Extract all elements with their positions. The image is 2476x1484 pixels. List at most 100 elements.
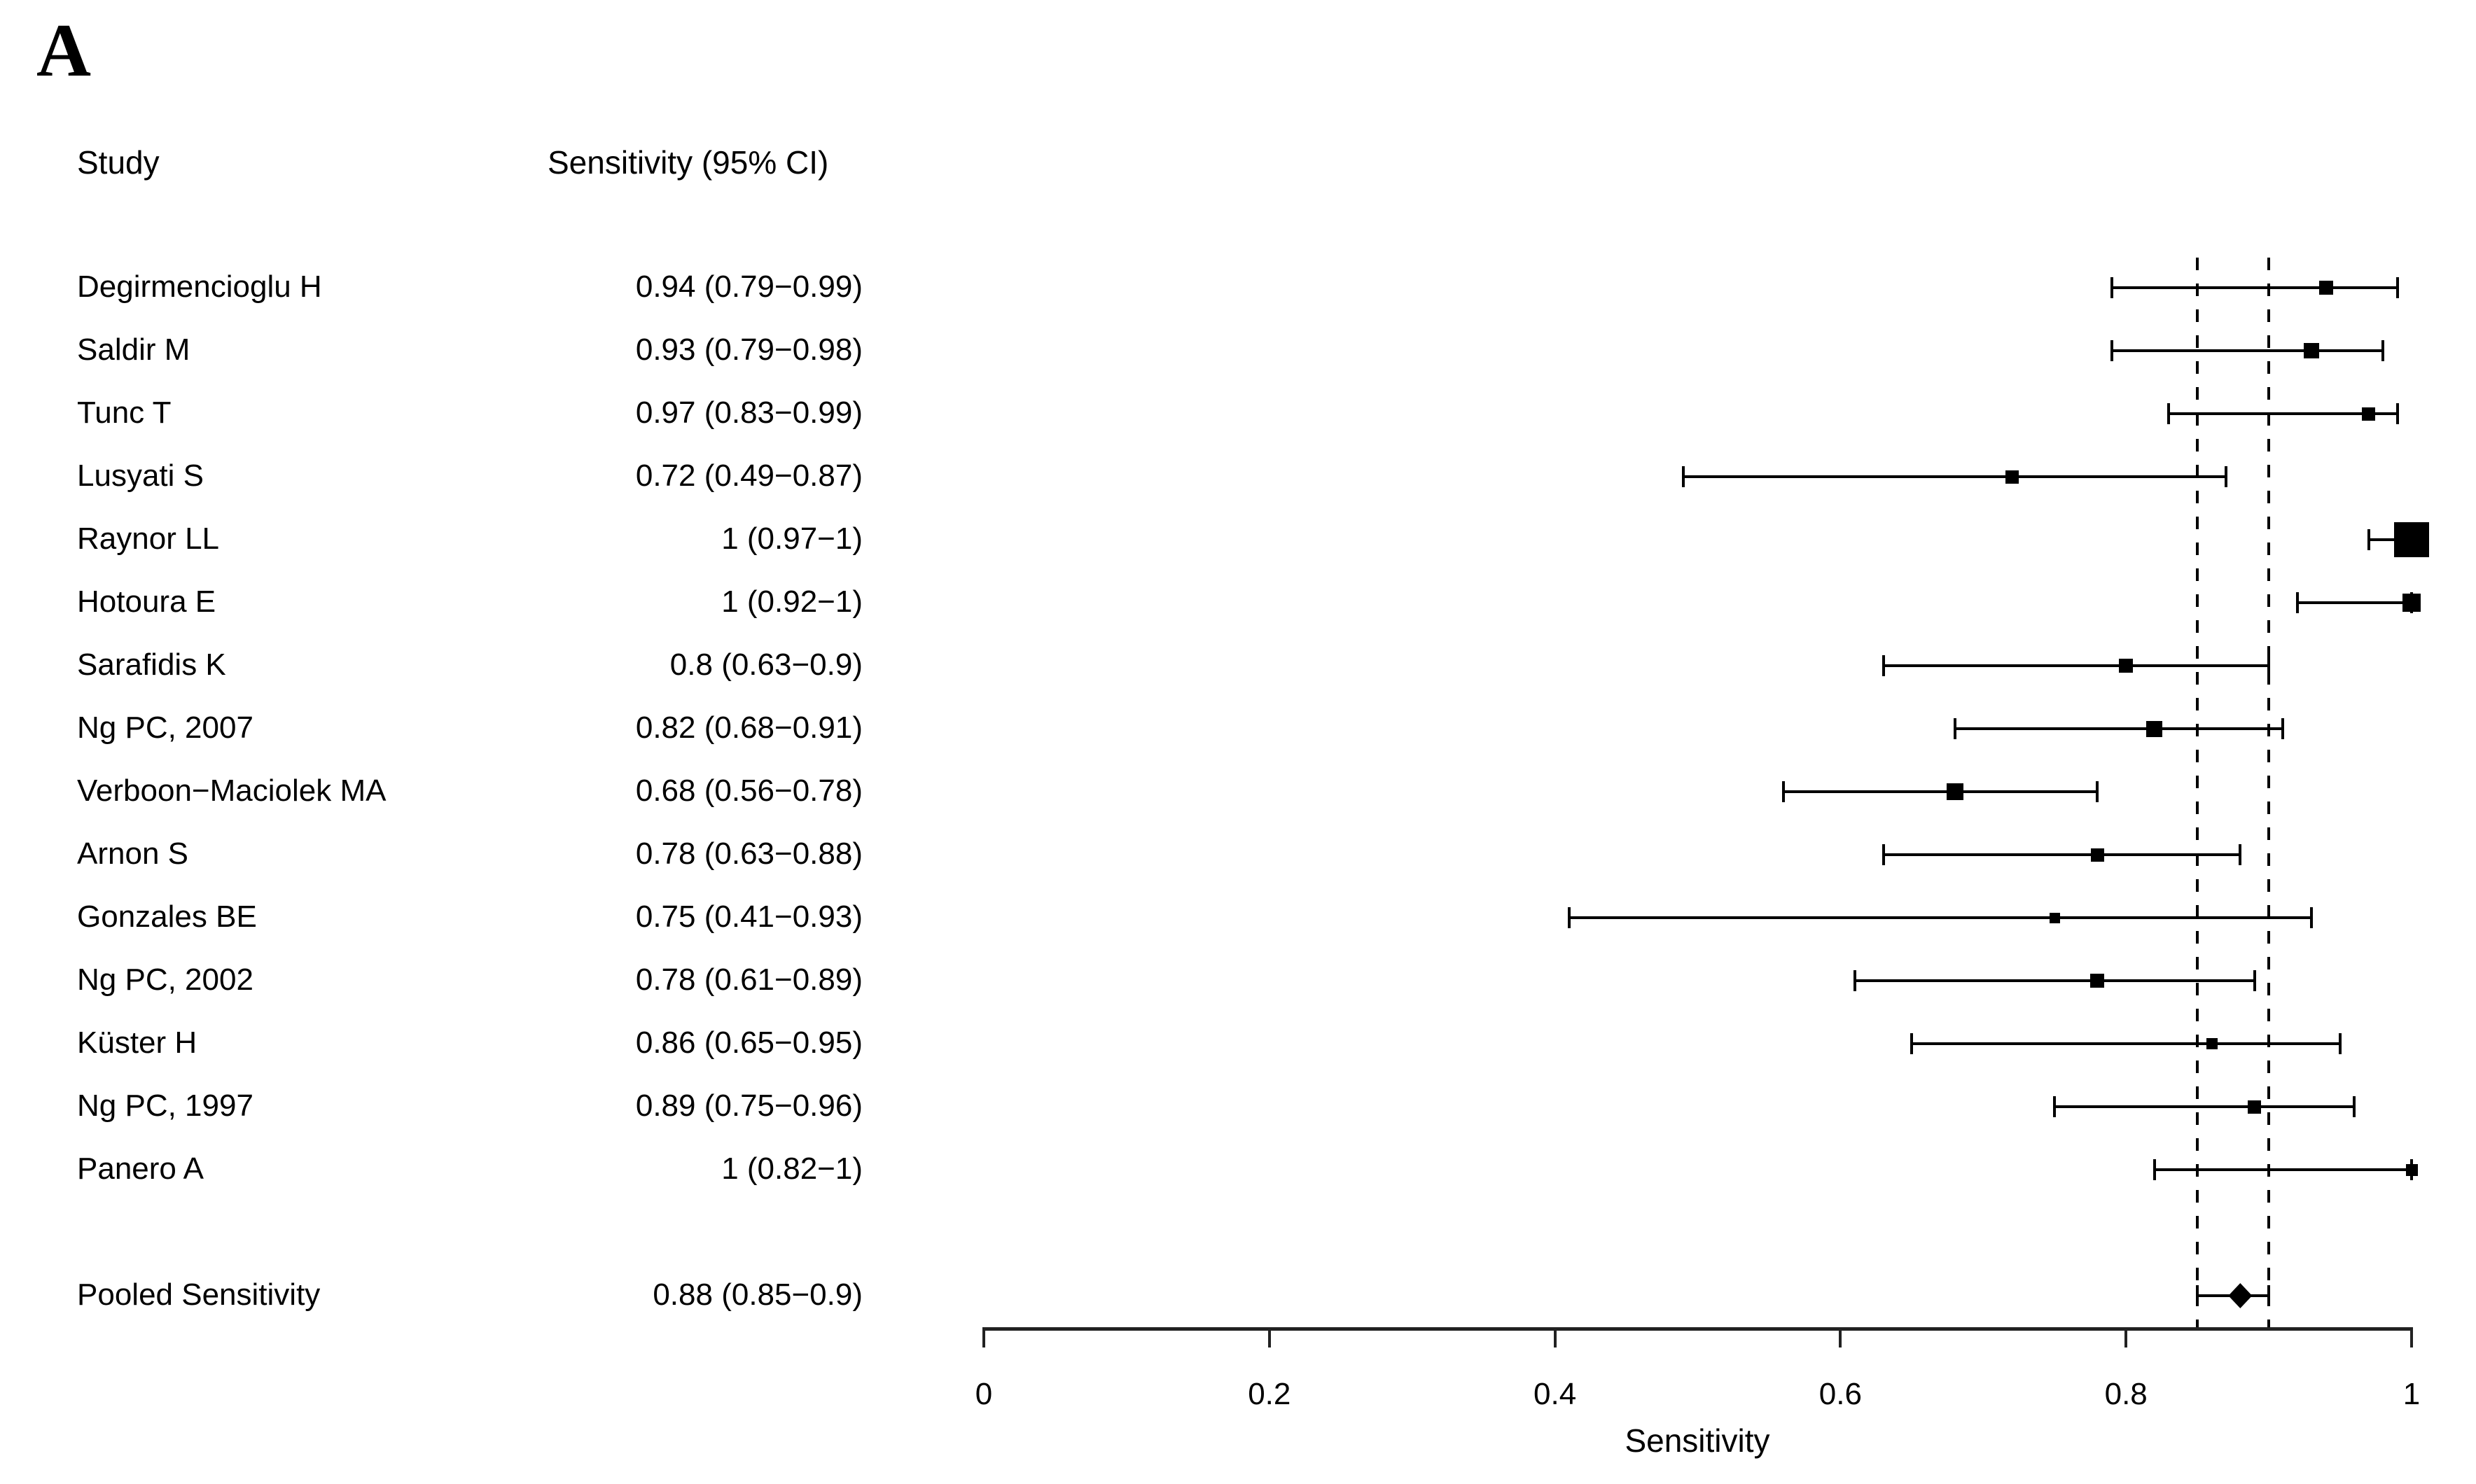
ci-cap-low (1953, 718, 1956, 739)
ci-cap-low (2110, 340, 2113, 361)
estimate-square (2304, 343, 2320, 358)
study-name: Küster H (77, 1026, 197, 1060)
x-axis-tick-label: 0.2 (1248, 1377, 1291, 1411)
estimate-square (2049, 912, 2060, 923)
pooled-value: 0.88 (0.85−0.9) (653, 1278, 863, 1312)
study-value: 0.78 (0.61−0.89) (635, 962, 863, 997)
study-name: Ng PC, 1997 (77, 1088, 253, 1124)
x-axis-tick (2410, 1329, 2413, 1348)
study-name: Arnon S (77, 836, 188, 872)
estimate-square (2318, 281, 2333, 295)
ci-line (2368, 538, 2412, 541)
ci-cap-high (2353, 1096, 2356, 1117)
ci-line (2169, 412, 2398, 415)
ci-line (2111, 286, 2398, 289)
ci-cap-high (2224, 466, 2227, 487)
x-axis-tick-label: 1 (2402, 1377, 2421, 1411)
ci-cap-low (2367, 529, 2370, 550)
ci-cap-high (2253, 970, 2256, 991)
ci-cap-low (1682, 466, 1685, 487)
x-axis-line (982, 1327, 2413, 1331)
pooled-estimate-diamond (2228, 1283, 2253, 1308)
ci-line (2154, 1168, 2412, 1171)
reference-line (2196, 258, 2199, 1329)
ci-cap-low (1882, 655, 1885, 676)
pooled-ci-cap-high (2267, 1285, 2271, 1306)
ci-line (1954, 727, 2283, 730)
study-name: Panero A (77, 1152, 204, 1186)
ci-cap-high (2395, 403, 2399, 424)
study-value: 1 (0.97−1) (721, 522, 863, 556)
x-axis-tick-label: 0.6 (1818, 1377, 1862, 1411)
study-value: 0.93 (0.79−0.98) (635, 332, 863, 368)
estimate-square (2090, 974, 2105, 988)
estimate-square (2248, 1100, 2262, 1114)
estimate-square (2119, 659, 2134, 673)
ci-line (1883, 853, 2241, 856)
ci-line (1912, 1042, 2341, 1045)
ci-line (2111, 349, 2384, 352)
estimate-square (2005, 470, 2019, 484)
study-name: Sarafidis K (77, 648, 226, 682)
study-name: Ng PC, 2007 (77, 710, 253, 746)
x-axis-title: Sensitivity (1625, 1422, 1770, 1459)
value-column-header: Sensitivity (95% CI) (548, 144, 829, 181)
study-value: 1 (0.82−1) (721, 1152, 863, 1186)
study-name: Lusyati S (77, 458, 204, 493)
study-name: Degirmencioglu H (77, 270, 322, 304)
ci-line (1569, 916, 2312, 919)
ci-cap-high (2239, 844, 2242, 865)
ci-cap-high (2395, 277, 2399, 298)
ci-cap-high (2381, 340, 2385, 361)
study-value: 0.97 (0.83−0.99) (635, 396, 863, 430)
study-name: Saldir M (77, 332, 190, 368)
estimate-square (2206, 1038, 2218, 1049)
study-name: Verboon−Maciolek MA (77, 774, 387, 808)
study-value: 0.75 (0.41−0.93) (635, 899, 863, 934)
study-value: 0.68 (0.56−0.78) (635, 774, 863, 808)
x-axis-tick (1839, 1329, 1842, 1348)
ci-line (2297, 601, 2412, 604)
study-value: 0.72 (0.49−0.87) (635, 458, 863, 493)
study-value: 0.82 (0.68−0.91) (635, 710, 863, 746)
ci-cap-high (2310, 907, 2314, 928)
ci-cap-low (2167, 403, 2171, 424)
ci-line (1854, 979, 2255, 982)
ci-line (1783, 790, 2098, 793)
estimate-square (1946, 783, 1963, 800)
ci-cap-low (2110, 277, 2113, 298)
ci-cap-low (2152, 1159, 2156, 1180)
study-name: Raynor LL (77, 522, 220, 556)
estimate-square (2090, 848, 2104, 862)
ci-cap-high (2267, 655, 2271, 676)
ci-cap-low (1882, 844, 1885, 865)
panel-label: A (36, 8, 91, 92)
ci-cap-low (2053, 1096, 2057, 1117)
study-value: 0.94 (0.79−0.99) (635, 270, 863, 304)
ci-cap-low (1910, 1033, 1914, 1054)
pooled-name: Pooled Sensitivity (77, 1278, 321, 1312)
pooled-ci-cap-low (2196, 1285, 2199, 1306)
estimate-square (2405, 1163, 2418, 1176)
study-value: 0.78 (0.63−0.88) (635, 836, 863, 872)
estimate-square (2402, 594, 2421, 612)
x-axis-tick (982, 1329, 985, 1348)
estimate-square (2362, 407, 2376, 421)
ci-cap-low (1781, 781, 1785, 802)
x-axis-tick-label: 0.4 (1533, 1377, 1577, 1411)
x-axis-tick-label: 0 (975, 1377, 993, 1411)
study-column-header: Study (77, 144, 160, 181)
ci-line (1683, 475, 2226, 478)
x-axis-tick (2124, 1329, 2128, 1348)
ci-cap-high (2096, 781, 2099, 802)
estimate-square (2394, 522, 2429, 557)
ci-line (2054, 1105, 2355, 1108)
x-axis-tick (1267, 1329, 1271, 1348)
x-axis-tick-label: 0.8 (2104, 1377, 2148, 1411)
ci-cap-high (2281, 718, 2285, 739)
study-name: Ng PC, 2002 (77, 962, 253, 997)
study-name: Gonzales BE (77, 899, 257, 934)
ci-cap-low (1853, 970, 1856, 991)
study-name: Hotoura E (77, 584, 216, 620)
